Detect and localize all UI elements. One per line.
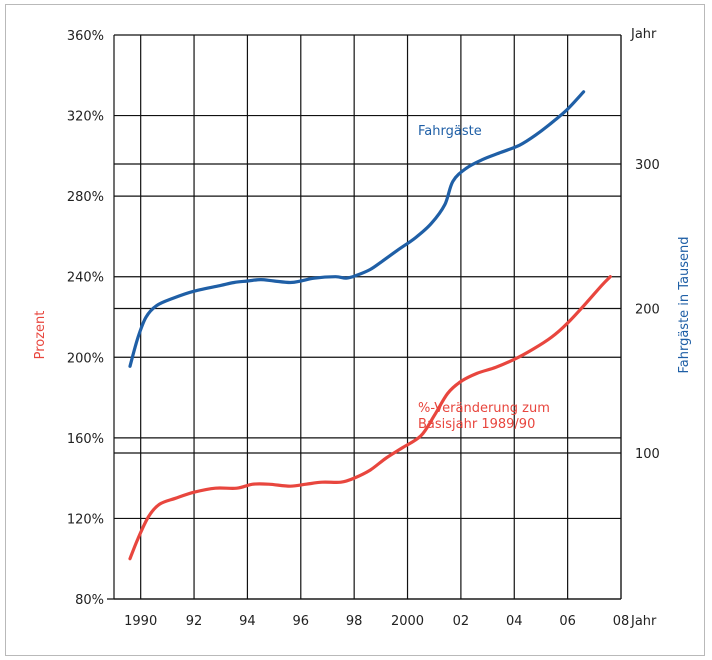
line-chart: 360% 320% 280% 240% 200% 160% 120% 80% 300 200 10… [33,27,692,629]
left-axis-label: Prozent [33,311,48,360]
x-tick-label: 06 [559,614,576,629]
right-axis-top-label: Jahr [630,27,657,42]
series-label-veraenderung-line1: %-Veränderung zum [418,401,550,416]
left-tick-label: 120% [67,512,104,527]
left-tick-label: 80% [75,593,104,608]
grid [107,34,622,600]
x-tick-label: 1990 [124,614,157,629]
left-tick-label: 240% [67,271,104,286]
series-line-fahrgaeste [128,90,586,368]
left-tick-label: 160% [67,432,104,447]
right-tick-label: 300 [635,158,660,173]
x-tick-label: 92 [186,614,203,629]
right-tick-label: 200 [635,303,660,318]
chart-frame: 360% 320% 280% 240% 200% 160% 120% 80% 300 200 10… [5,4,705,656]
series-label-fahrgaeste: Fahrgäste [418,124,482,139]
x-axis-ticks: 1990 92 94 96 98 2000 02 04 06 08 [124,614,629,629]
series-layer [128,90,612,561]
right-axis-label: Fahrgäste in Tausend [677,236,692,373]
x-axis-label: Jahr [630,614,657,629]
series-line-veraenderung [128,275,612,561]
right-axis-ticks: 300 200 100 [635,158,660,462]
x-tick-label: 08 [613,614,630,629]
right-tick-label: 100 [635,447,660,462]
left-axis-ticks: 360% 320% 280% 240% 200% 160% 120% 80% [67,29,104,608]
x-tick-label: 2000 [391,614,424,629]
x-tick-label: 98 [346,614,363,629]
series-label-veraenderung-line2: Basisjahr 1989/90 [418,417,535,432]
x-tick-label: 04 [506,614,523,629]
left-tick-label: 320% [67,110,104,125]
x-tick-label: 94 [239,614,256,629]
x-tick-label: 96 [293,614,310,629]
x-tick-label: 02 [453,614,470,629]
left-tick-label: 200% [67,351,104,366]
left-tick-label: 280% [67,190,104,205]
left-tick-label: 360% [67,29,104,44]
